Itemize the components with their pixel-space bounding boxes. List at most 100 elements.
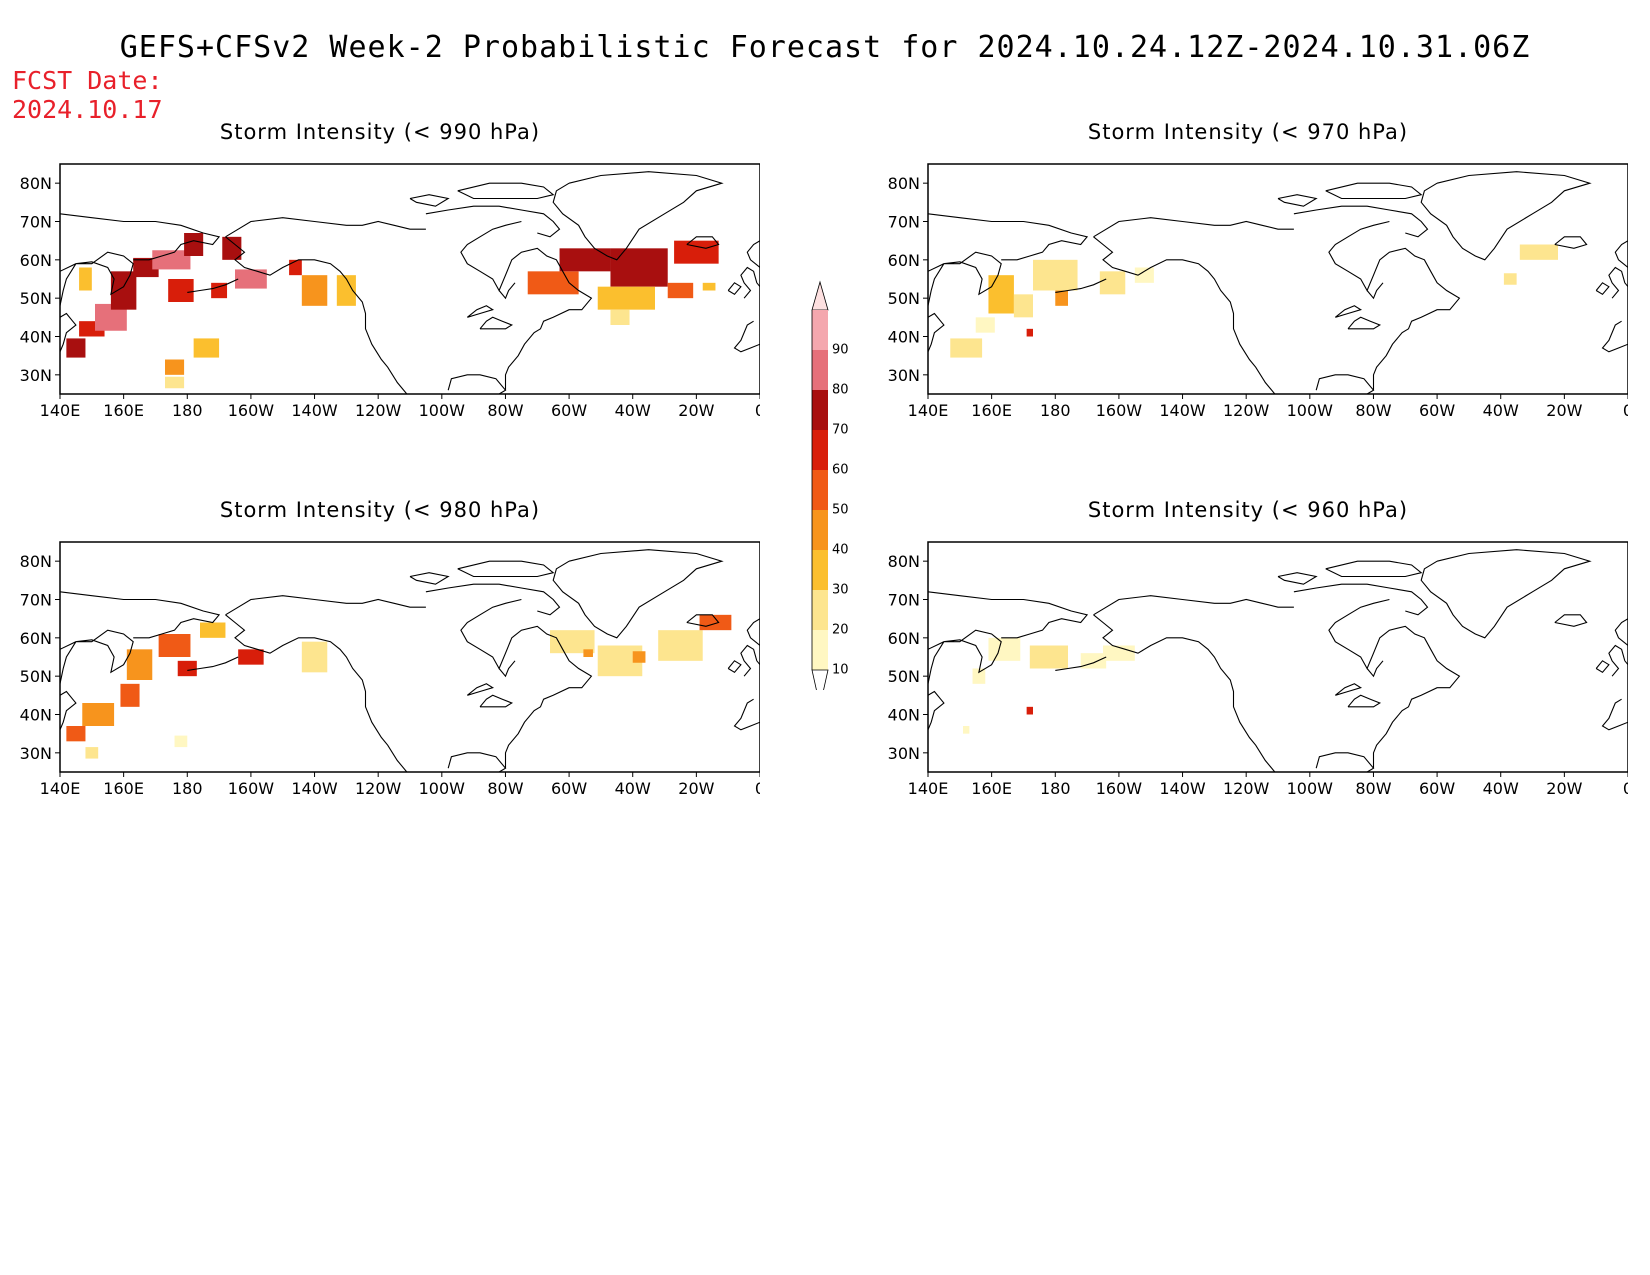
probability-cell	[211, 282, 228, 299]
coastline	[740, 644, 760, 677]
probability-cell	[988, 275, 1014, 314]
coastline	[409, 572, 450, 585]
legend-swatch	[812, 350, 828, 390]
probability-cell	[1026, 706, 1033, 715]
lon-tick-label: 0	[755, 779, 760, 798]
coastline	[425, 583, 561, 616]
lon-tick-label: 160E	[103, 779, 144, 798]
lat-tick-label: 40N	[20, 706, 52, 725]
lon-tick-label: 40W	[615, 401, 651, 420]
lat-tick-label: 40N	[888, 706, 920, 725]
lat-tick-label: 70N	[20, 213, 52, 232]
lon-tick-label: 180	[1040, 779, 1071, 798]
coastline	[460, 220, 593, 391]
coastline	[1366, 282, 1384, 300]
coastline	[447, 374, 507, 394]
coastline	[457, 182, 555, 200]
lon-tick-label: 80W	[1355, 779, 1391, 798]
coastline	[225, 236, 408, 394]
lat-tick-label: 80N	[888, 552, 920, 571]
coastline	[225, 217, 426, 238]
lon-tick-label: 120W	[1223, 401, 1270, 420]
probability-cell	[165, 359, 185, 375]
probability-cell	[1080, 653, 1107, 669]
legend-swatch	[812, 630, 828, 670]
coastline	[466, 683, 495, 696]
probability-cell	[222, 236, 242, 260]
lon-tick-label: 160E	[971, 401, 1012, 420]
lat-tick-label: 60N	[20, 629, 52, 648]
lon-tick-label: 160W	[1096, 779, 1143, 798]
lat-tick-label: 60N	[888, 251, 920, 270]
coastline	[1366, 660, 1384, 678]
lat-tick-label: 80N	[20, 552, 52, 571]
coastline	[225, 595, 426, 616]
lon-tick-label: 160E	[103, 401, 144, 420]
legend-swatch	[812, 390, 828, 430]
probability-cell	[301, 641, 328, 673]
coastline	[447, 752, 507, 772]
probability-cell	[79, 267, 92, 291]
probability-cell	[152, 250, 191, 270]
probability-cell	[200, 622, 226, 638]
map-frame	[927, 163, 1628, 395]
coastline	[1328, 220, 1461, 391]
legend-swatch	[812, 470, 828, 510]
probability-cell	[610, 248, 668, 287]
lon-tick-label: 100W	[1287, 779, 1334, 798]
probability-cell	[193, 338, 220, 358]
probability-cell	[975, 317, 995, 333]
coastline	[498, 282, 516, 300]
lat-tick-label: 40N	[888, 328, 920, 347]
probability-cell	[527, 271, 579, 295]
map-frame	[59, 163, 760, 395]
coastline	[1334, 305, 1363, 318]
lon-tick-label: 120W	[1223, 779, 1270, 798]
coastline	[466, 305, 495, 318]
forecast-date-label: FCST Date:	[12, 66, 163, 95]
legend-level-label: 10	[832, 663, 849, 678]
coastline	[60, 591, 221, 639]
coastline	[1315, 752, 1375, 772]
coastline	[1293, 205, 1429, 238]
coastline	[409, 194, 450, 207]
lat-tick-label: 70N	[888, 213, 920, 232]
lat-tick-label: 60N	[888, 629, 920, 648]
map-frame	[59, 541, 760, 773]
legend-level-label: 20	[832, 623, 849, 638]
probability-cell	[1013, 294, 1033, 318]
coastline	[686, 614, 720, 627]
coastline	[733, 698, 760, 731]
probability-cell	[110, 271, 137, 310]
forecast-date: FCST Date: 2024.10.17	[12, 66, 163, 124]
coastline	[740, 266, 760, 299]
probability-cell	[702, 282, 716, 291]
lon-tick-label: 0	[755, 401, 760, 420]
probability-cell	[158, 634, 191, 657]
probability-cell	[174, 735, 188, 748]
probability-cell	[559, 248, 611, 272]
probability-cell	[583, 649, 593, 657]
legend-level-label: 70	[832, 423, 849, 438]
legend-swatch	[812, 590, 828, 630]
probability-cell	[658, 630, 703, 661]
coastline	[733, 320, 760, 353]
lon-tick-label: 140W	[1159, 401, 1206, 420]
legend-swatch	[812, 430, 828, 470]
probability-cell	[336, 275, 356, 306]
probability-cell	[950, 338, 983, 358]
coastline	[1608, 266, 1628, 299]
probability-cell	[126, 649, 153, 680]
probability-cell	[972, 668, 986, 684]
panel-title: Storm Intensity (< 980 hPa)	[219, 498, 541, 522]
panel-title: Storm Intensity (< 960 hPa)	[1087, 498, 1409, 522]
probability-cell	[85, 747, 99, 759]
lon-tick-label: 0	[1623, 779, 1628, 798]
map-content	[928, 171, 1628, 394]
probability-cell	[963, 726, 970, 734]
coastline	[460, 598, 593, 769]
legend-level-label: 50	[832, 503, 849, 518]
coastline	[1055, 656, 1107, 671]
coastline	[1277, 194, 1318, 207]
coastline	[60, 251, 134, 306]
